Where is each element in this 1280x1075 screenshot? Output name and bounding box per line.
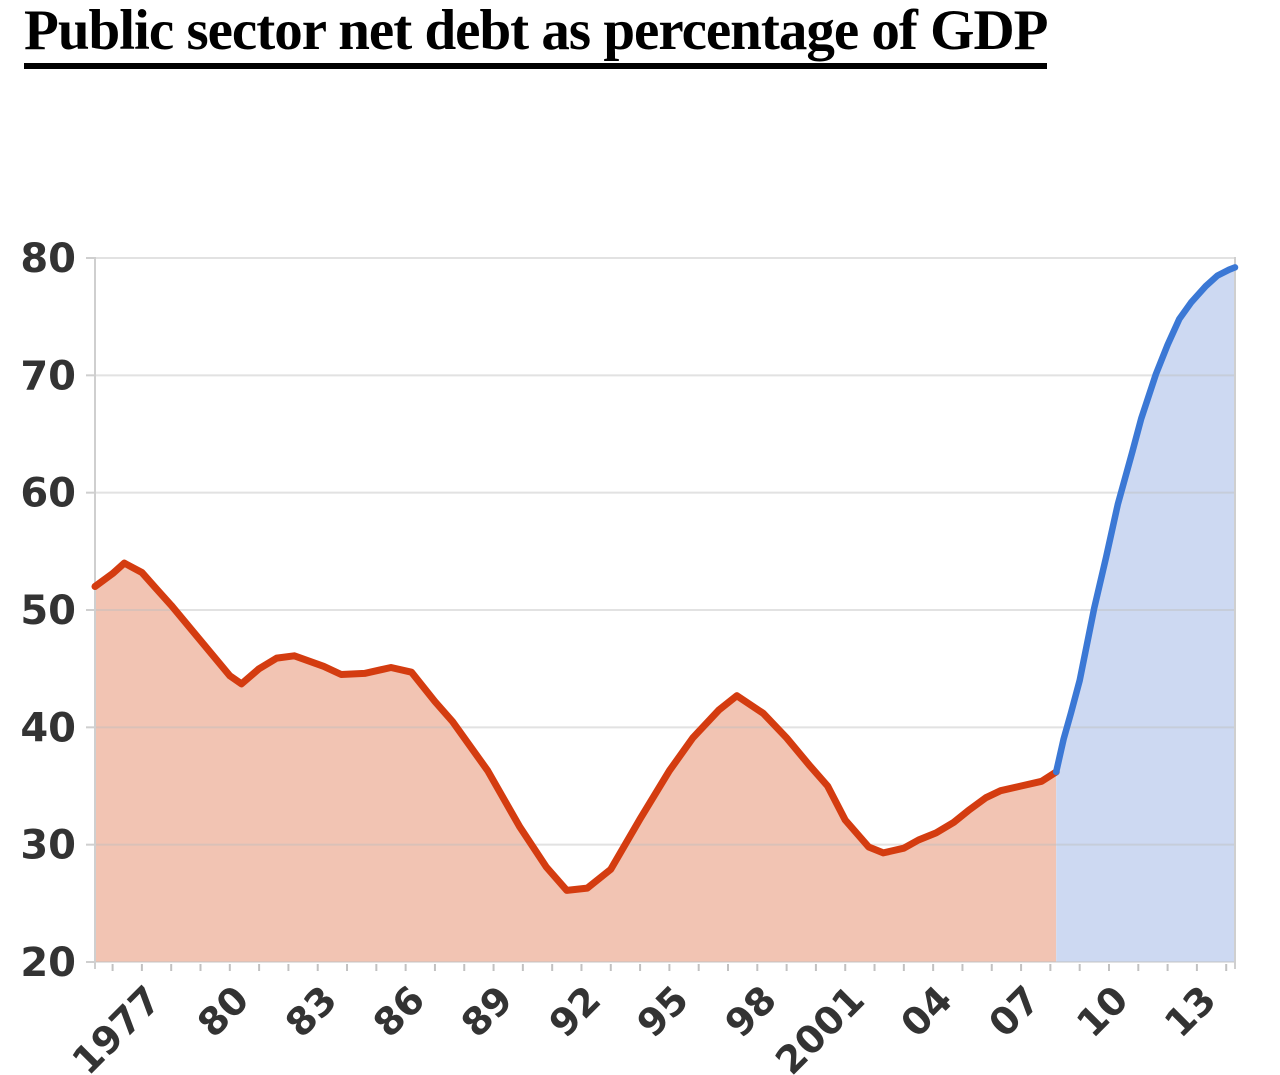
x-tick-label-1992: 92 <box>541 977 610 1046</box>
x-tick-label-2013: 13 <box>1156 977 1225 1046</box>
x-tick-label-1983: 83 <box>277 977 346 1046</box>
x-tick-label-1995: 95 <box>629 977 698 1046</box>
y-tick-label-20: 20 <box>20 940 76 986</box>
y-tick-label-50: 50 <box>20 588 76 634</box>
x-tick-label-1980: 80 <box>189 977 258 1046</box>
x-tick-label-1986: 86 <box>365 977 434 1046</box>
chart-title: Public sector net debt as percentage of … <box>24 0 1048 69</box>
x-tick-label-2004: 04 <box>892 977 961 1046</box>
y-tick-label-80: 80 <box>20 236 76 282</box>
x-tick-label-1998: 98 <box>716 977 785 1046</box>
chart-area-1 <box>1056 267 1235 962</box>
x-tick-label-2007: 07 <box>980 977 1049 1046</box>
x-tick-label-1977: 1977 <box>64 977 170 1075</box>
chart-area-0 <box>95 563 1057 962</box>
x-tick-label-1989: 89 <box>453 977 522 1046</box>
y-tick-label-60: 60 <box>20 471 76 517</box>
y-tick-label-40: 40 <box>20 705 76 751</box>
chart-line-1 <box>1052 264 1239 776</box>
x-tick-label-2001: 2001 <box>767 977 873 1075</box>
y-tick-label-30: 30 <box>20 823 76 869</box>
y-tick-label-70: 70 <box>20 353 76 399</box>
chart-line-0 <box>91 559 1060 894</box>
x-tick-label-2010: 10 <box>1068 977 1137 1046</box>
